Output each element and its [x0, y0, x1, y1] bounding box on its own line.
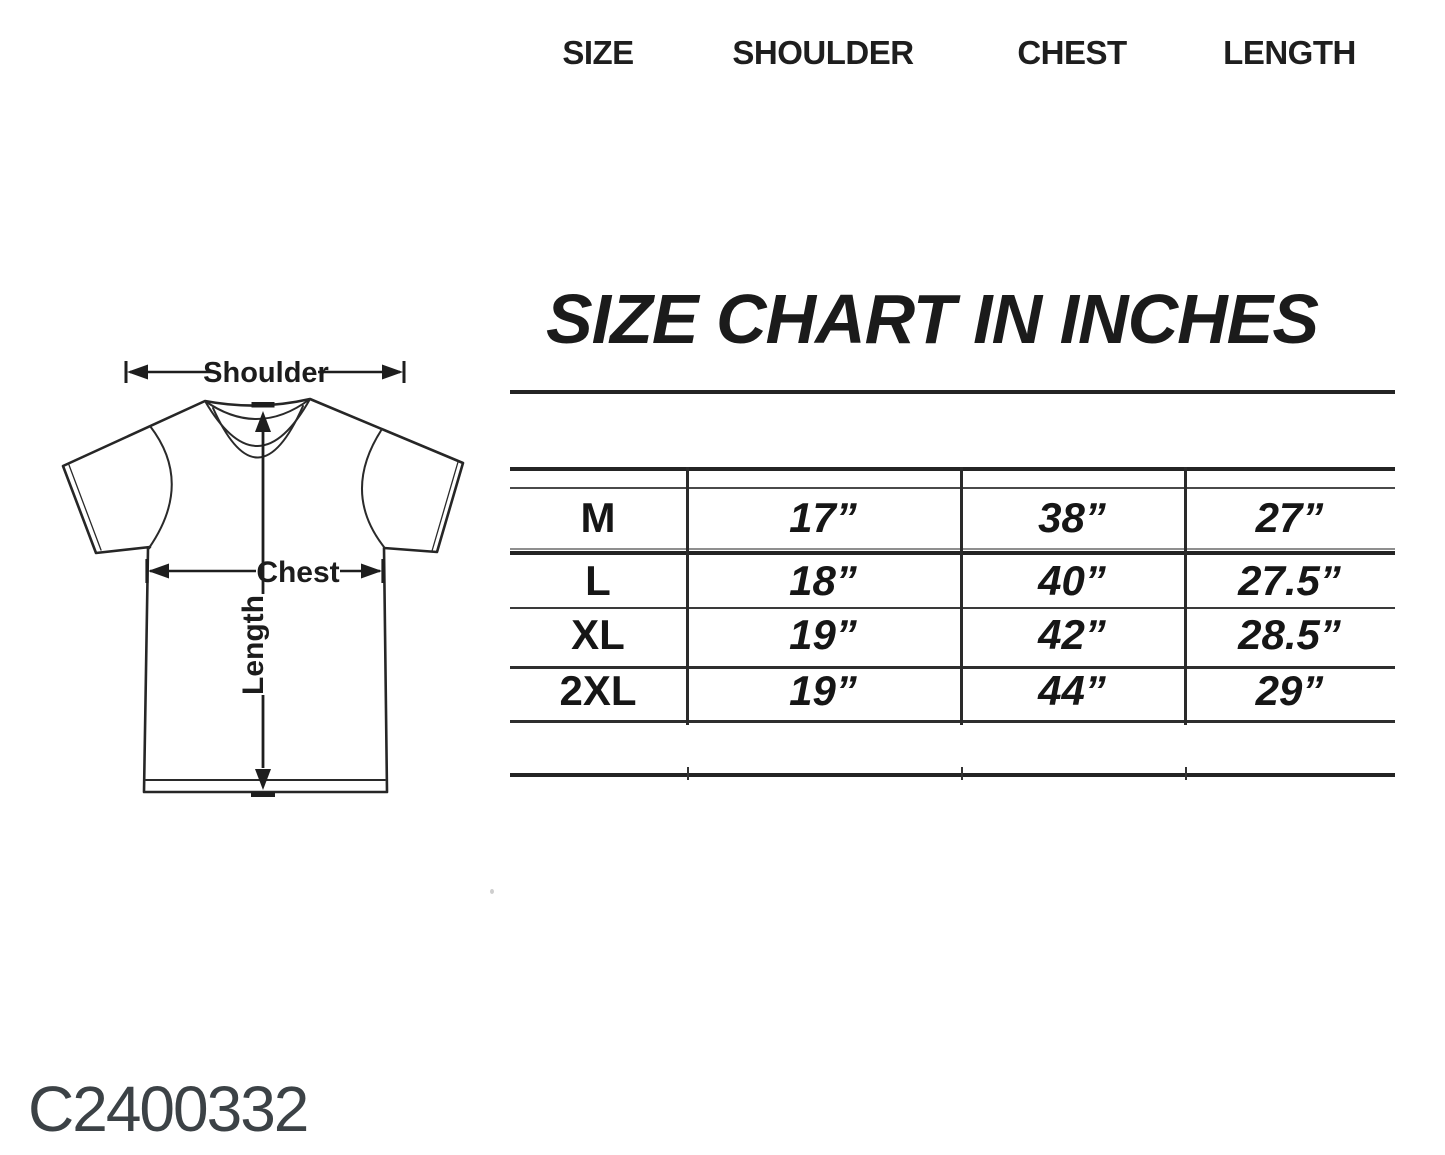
cell-size: M: [580, 494, 616, 541]
cell-length: 27”: [1255, 494, 1324, 541]
tshirt-details: [68, 398, 459, 781]
arrowhead-down: [255, 769, 271, 790]
table-rule-top: [510, 390, 1395, 394]
scan-artifact-dot: [490, 889, 494, 894]
column-divider-tick: [1185, 767, 1187, 780]
cell-size: 2XL: [559, 667, 637, 714]
size-table: SIZE SHOULDER CHEST LENGTH M 17” 38” 27”…: [510, 34, 1395, 790]
length-label: Length: [237, 595, 270, 695]
page-title: SIZE CHART IN INCHES: [545, 280, 1319, 358]
table-row: 2XL 19” 44” 29”: [510, 669, 1395, 713]
arrowhead-up: [255, 411, 271, 432]
arrowhead-left: [127, 364, 148, 380]
table-rule-under-header: [510, 467, 1395, 471]
table-rule: [510, 666, 1395, 669]
armhole-left: [148, 425, 173, 549]
shoulder-measure: [124, 361, 406, 383]
table-rule-thin: [510, 487, 1395, 489]
table-header-row: SIZE SHOULDER CHEST LENGTH: [510, 33, 1395, 73]
cuff-stitch-left: [68, 464, 102, 551]
cell-chest: 44”: [1038, 667, 1106, 714]
collar-curve-inner: [212, 405, 304, 459]
table-rule: [510, 607, 1395, 609]
table-rule-double-gray: [510, 548, 1395, 550]
cuff-stitch-right: [431, 461, 459, 552]
header-chest: CHEST: [1017, 34, 1127, 71]
column-divider: [1184, 467, 1187, 725]
arrowhead-right: [361, 563, 382, 579]
header-size: SIZE: [562, 34, 634, 71]
arrowhead-left: [148, 563, 169, 579]
tshirt-diagram: Shoulder Chest Length: [61, 357, 465, 797]
cell-shoulder: 19”: [789, 667, 857, 714]
table-row: M 17” 38” 27”: [510, 496, 1395, 540]
cell-chest: 38”: [1038, 494, 1106, 541]
column-divider: [960, 467, 963, 725]
cell-chest: 40”: [1038, 557, 1106, 604]
cell-size: L: [585, 557, 611, 604]
cell-length: 28.5”: [1238, 611, 1341, 658]
cell-shoulder: 19”: [789, 611, 857, 658]
cell-shoulder: 18”: [789, 557, 857, 604]
header-length: LENGTH: [1223, 34, 1356, 71]
table-row: XL 19” 42” 28.5”: [510, 613, 1395, 657]
cell-length: 27.5”: [1238, 557, 1341, 604]
cell-length: 29”: [1255, 667, 1324, 714]
cell-size: XL: [571, 611, 625, 658]
collar-curve-outer: [204, 398, 311, 420]
cell-shoulder: 17”: [789, 494, 857, 541]
length-measure: [251, 402, 275, 797]
header-shoulder: SHOULDER: [732, 34, 914, 71]
shoulder-label: Shoulder: [203, 357, 329, 389]
table-rule-bottom: [510, 773, 1395, 777]
column-divider-tick: [961, 767, 963, 780]
cell-chest: 42”: [1038, 611, 1106, 658]
chest-label: Chest: [256, 556, 339, 589]
table-rule-double-dark: [510, 551, 1395, 555]
table-row: L 18” 40” 27.5”: [510, 559, 1395, 603]
table-rule: [510, 720, 1395, 723]
product-code: C2400332: [28, 1073, 309, 1145]
chest-measure: [145, 559, 385, 583]
armhole-right: [361, 428, 385, 548]
column-divider: [686, 467, 689, 725]
arrowhead-right: [382, 364, 403, 380]
column-divider-tick: [687, 767, 689, 780]
